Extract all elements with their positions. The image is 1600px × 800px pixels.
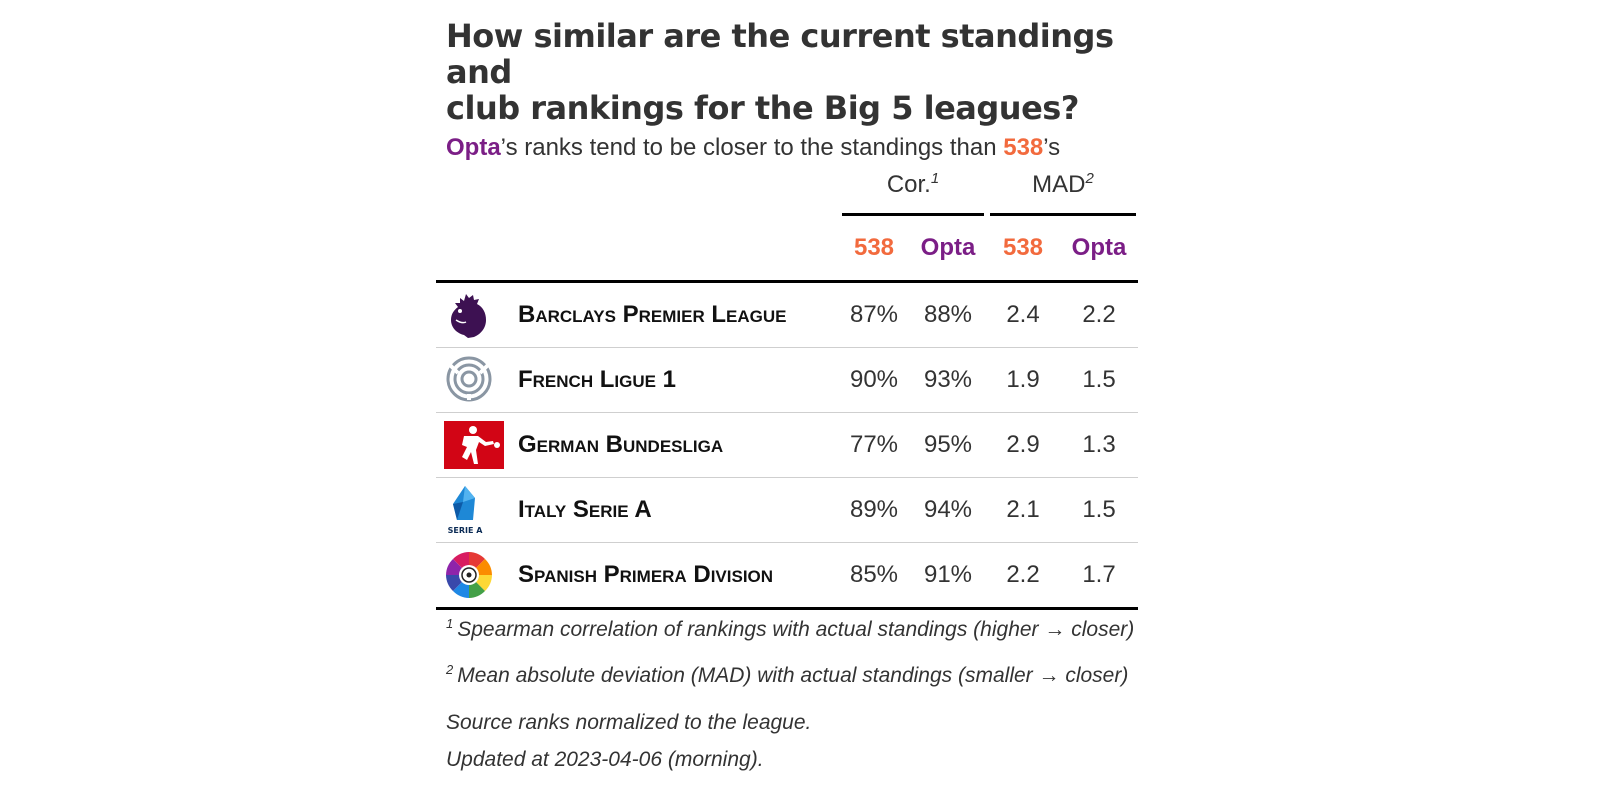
mad-538-value: 2.1 (986, 477, 1060, 543)
table-row: Spanish Primera Division 85% 91% 2.2 1.7 (436, 542, 1138, 610)
league-name: German Bundesliga (518, 412, 838, 478)
col-cor-538: 538 (838, 216, 910, 283)
spanner-cor-note: 1 (930, 170, 940, 187)
table-row: German Bundesliga 77% 95% 2.9 1.3 (436, 412, 1138, 478)
ligue-1-icon (436, 347, 518, 413)
cor-opta-value: 95% (910, 412, 986, 478)
footnote-mark: 2 (446, 662, 454, 677)
updated-note: Updated at 2023-04-06 (morning). (446, 748, 764, 771)
cor-538-value: 87% (838, 281, 910, 348)
source-note: Source ranks normalized to the league. (446, 711, 812, 734)
spanner-mad-note: 2 (1085, 170, 1094, 187)
mad-538-value: 2.9 (986, 412, 1060, 478)
league-name: Spanish Primera Division (518, 542, 838, 610)
serie-a-logo-text: SERIE A (448, 526, 484, 535)
col-cor-opta: Opta (910, 216, 986, 283)
table-row: SERIE A Italy Serie A 89% 94% 2.1 1.5 (436, 477, 1138, 543)
col-mad-opta: Opta (1060, 216, 1138, 283)
league-name: French Ligue 1 (518, 347, 838, 413)
cor-538-value: 90% (838, 347, 910, 413)
mad-opta-value: 1.7 (1060, 542, 1138, 610)
laliga-icon (436, 542, 518, 610)
spanner-cor-label: Cor. (886, 171, 931, 198)
mad-opta-value: 1.3 (1060, 412, 1138, 478)
footnote-text: Mean absolute deviation (MAD) with actua… (457, 664, 1129, 687)
spanner-mad-label: MAD (1032, 171, 1086, 198)
league-table: Cor.1 MAD2 538 Opta 538 Opta (436, 150, 1138, 610)
cor-opta-value: 94% (910, 477, 986, 543)
subtitle: Opta’s ranks tend to be closer to the st… (446, 134, 1166, 162)
league-name: Barclays Premier League (518, 281, 838, 348)
footnote-1: 1 Spearman correlation of rankings with a… (446, 604, 1134, 650)
subtitle-opta: Opta (446, 134, 501, 161)
bundesliga-icon (436, 412, 518, 478)
mad-opta-value: 1.5 (1060, 347, 1138, 413)
footnote-text: Spearman correlation of rankings with ac… (457, 618, 1135, 641)
spanner-mad: MAD2 (986, 150, 1138, 216)
cor-538-value: 85% (838, 542, 910, 610)
mad-opta-value: 1.5 (1060, 477, 1138, 543)
subtitle-end: ’s (1043, 134, 1061, 161)
serie-a-icon: SERIE A (436, 477, 518, 543)
spanner-cor: Cor.1 (838, 150, 986, 216)
figure: How similar are the current standings an… (436, 14, 1166, 771)
footnotes: 1 Spearman correlation of rankings with a… (446, 604, 1134, 778)
mad-opta-value: 2.2 (1060, 281, 1138, 348)
cor-opta-value: 88% (910, 281, 986, 348)
col-mad-538: 538 (986, 216, 1060, 283)
cor-opta-value: 93% (910, 347, 986, 413)
league-name: Italy Serie A (518, 477, 838, 543)
cor-538-value: 89% (838, 477, 910, 543)
mad-538-value: 2.4 (986, 281, 1060, 348)
page-title: How similar are the current standings an… (446, 18, 1166, 126)
footnote-2: 2 Mean absolute deviation (MAD) with actu… (446, 650, 1134, 696)
table-row: Barclays Premier League 87% 88% 2.4 2.2 (436, 281, 1138, 348)
table-row: French Ligue 1 90% 93% 1.9 1.5 (436, 347, 1138, 413)
mad-538-value: 1.9 (986, 347, 1060, 413)
mad-538-value: 2.2 (986, 542, 1060, 610)
title-line-1: How similar are the current standings an… (446, 17, 1114, 91)
title-line-2: club rankings for the Big 5 leagues? (446, 89, 1079, 127)
subtitle-text: ’s ranks tend to be closer to the standi… (500, 134, 1004, 161)
footnote-mark: 1 (446, 616, 454, 631)
subtitle-538: 538 (1003, 134, 1044, 161)
cor-opta-value: 91% (910, 542, 986, 610)
cor-538-value: 77% (838, 412, 910, 478)
premier-league-lion-icon (436, 281, 518, 348)
